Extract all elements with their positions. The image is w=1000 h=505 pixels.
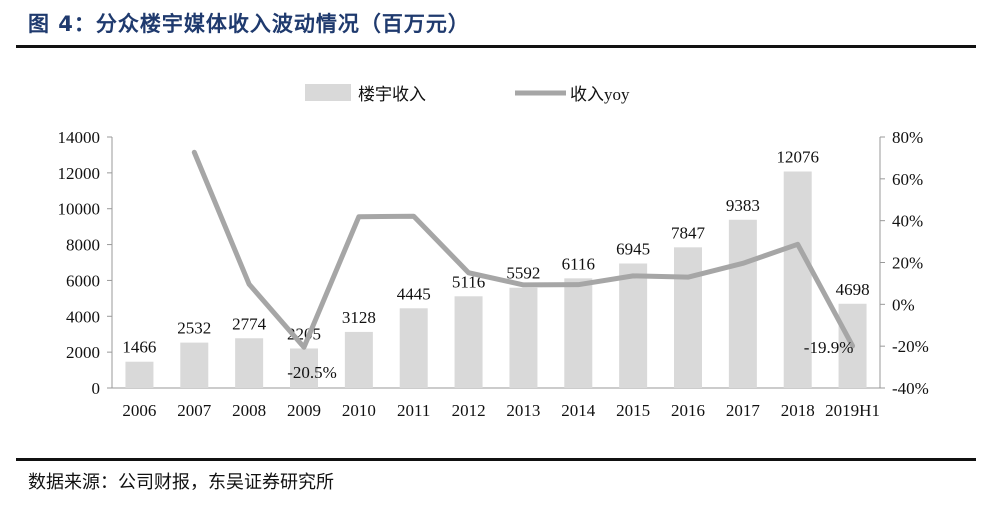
x-axis-labels: 2006 2007 2008 2009 2010 2011 2012 2013 2014 2015…	[122, 401, 880, 420]
y-left-tick-label: 2000	[66, 343, 100, 362]
y-left-tick-label: 14000	[58, 128, 101, 147]
x-tick-label-2011: 2011	[397, 401, 430, 420]
bottom-rule	[16, 458, 976, 461]
y-left-tick-label: 0	[92, 379, 101, 398]
bar-2018	[783, 171, 812, 388]
bar-label-2011: 4445	[397, 284, 431, 303]
yoy-line-series	[191, 149, 856, 350]
bar-2013	[509, 287, 538, 388]
x-tick-label-2017: 2017	[726, 401, 761, 420]
x-tick-label-2012: 2012	[452, 401, 486, 420]
y-left-tick-label: 12000	[58, 164, 101, 183]
y-left-tick-label: 6000	[66, 271, 100, 290]
bar-2008	[235, 338, 264, 388]
yoy-line-labels: -20.5% -19.9%	[287, 338, 853, 382]
x-tick-label-2013: 2013	[506, 401, 540, 420]
yoy-label-2009: -20.5%	[287, 363, 337, 382]
legend-bar-swatch	[305, 84, 351, 101]
bar-2014	[564, 278, 593, 388]
legend-bar-label: 楼宇收入	[358, 85, 426, 104]
bar-label-2014: 6116	[562, 254, 595, 273]
y-right-tick-label: 20%	[892, 254, 923, 273]
x-tick-label-2016: 2016	[671, 401, 705, 420]
y-left-tick-label: 8000	[66, 236, 100, 255]
legend-line-label: 收入yoy	[570, 85, 630, 104]
y-left-tick-label: 4000	[66, 307, 100, 326]
bar-label-2018: 12076	[776, 147, 819, 166]
bar-2006	[125, 361, 154, 388]
x-tick-label-2007: 2007	[177, 401, 212, 420]
bar-label-2010: 3128	[342, 308, 376, 327]
x-tick-label-2014: 2014	[561, 401, 596, 420]
bar-label-2006: 1466	[122, 338, 156, 357]
y-right-tick-label: 40%	[892, 212, 923, 231]
bar-2017	[728, 219, 757, 388]
bar-2010	[344, 331, 373, 388]
bar-label-2019H1: 4698	[836, 280, 870, 299]
x-tick-label-2009: 2009	[287, 401, 321, 420]
bar-2015	[619, 263, 648, 388]
bar-label-2015: 6945	[616, 239, 650, 258]
source-note: 数据来源：公司财报，东吴证券研究所	[28, 472, 334, 493]
y-left-tick-label: 10000	[58, 200, 101, 219]
x-tick-label-2010: 2010	[342, 401, 376, 420]
bar-2009	[290, 348, 318, 388]
bar-label-2008: 2774	[232, 314, 267, 333]
y-right-tick-label: -20%	[892, 337, 929, 356]
yoy-label-2019H1: -19.9%	[804, 338, 854, 357]
bar-label-2007: 2532	[177, 319, 211, 338]
bar-label-2016: 7847	[671, 223, 706, 242]
chart-title: 图 4：分众楼宇媒体收入波动情况（百万元）	[28, 12, 470, 36]
x-tick-label-2018: 2018	[781, 401, 815, 420]
x-tick-label-2006: 2006	[122, 401, 156, 420]
bars	[125, 171, 867, 388]
legend: 楼宇收入 收入yoy	[305, 84, 630, 104]
bar-2007	[180, 342, 209, 388]
x-tick-label-2008: 2008	[232, 401, 266, 420]
top-rule	[16, 45, 976, 48]
bar-label-2013: 5592	[506, 264, 540, 283]
y-right-tick-label: 0%	[892, 295, 915, 314]
y-right-tick-label: -40%	[892, 379, 929, 398]
bar-2011	[399, 308, 428, 388]
bar-label-2017: 9383	[726, 196, 760, 215]
bar-2012	[454, 296, 483, 388]
y-right-tick-label: 60%	[892, 170, 923, 189]
y-right-tick-label: 80%	[892, 128, 923, 147]
bar-2016	[674, 247, 702, 388]
axes: 0 2000 4000 6000 8000 10000 12000 14000 -40% -20%…	[58, 128, 929, 398]
x-tick-label-2015: 2015	[616, 401, 650, 420]
x-tick-label-2019H1: 2019H1	[825, 401, 880, 420]
